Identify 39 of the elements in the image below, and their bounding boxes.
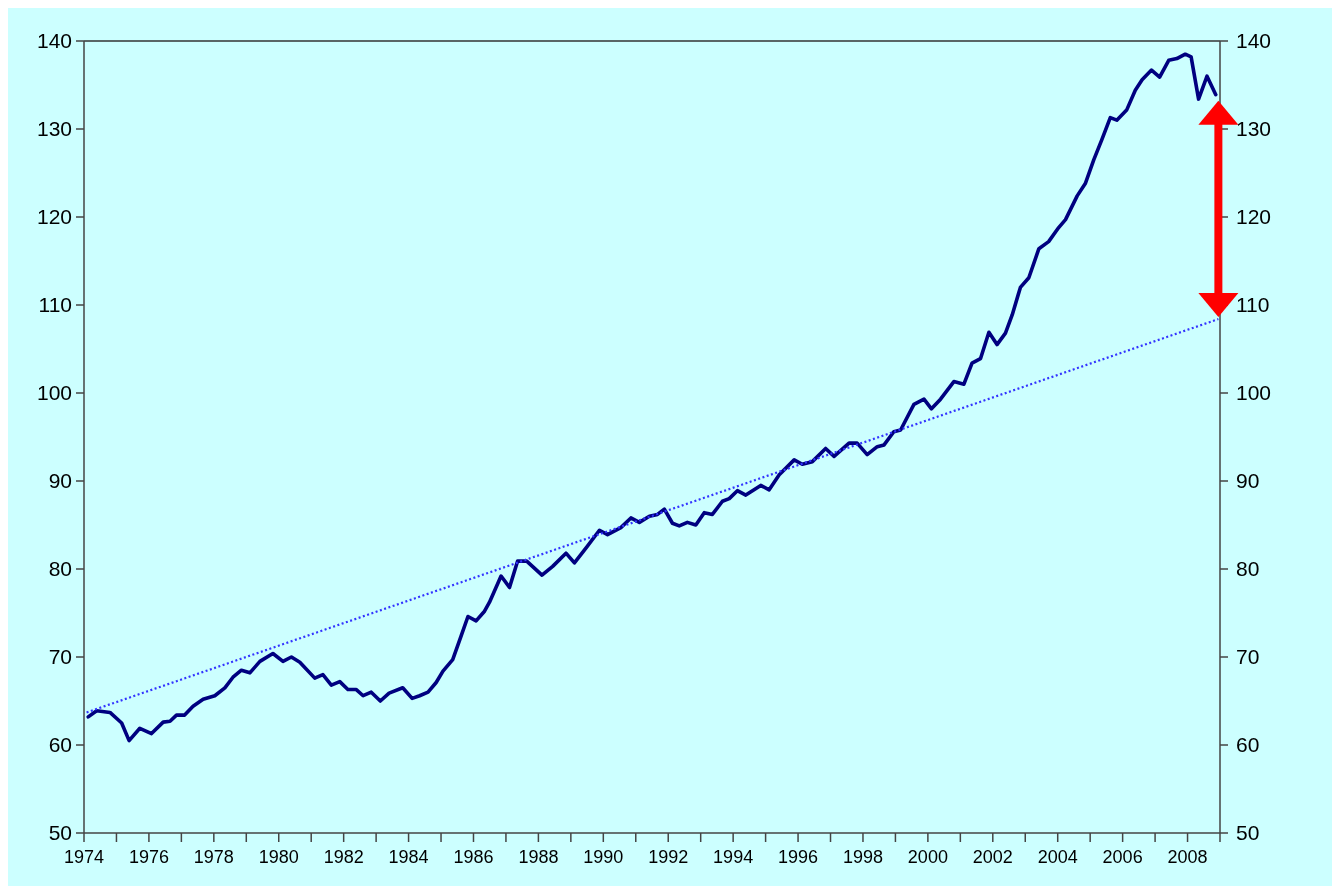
- y-tick-label: 60: [48, 733, 72, 757]
- x-tick-label: 1990: [583, 847, 624, 867]
- y-tick-label: 100: [36, 381, 72, 405]
- x-tick-label: 1994: [713, 847, 754, 867]
- y2-tick-label: 140: [1236, 29, 1272, 53]
- x-tick-label: 2000: [907, 847, 948, 867]
- x-tick-label: 2008: [1167, 847, 1208, 867]
- y-tick-label: 50: [48, 821, 72, 845]
- y2-tick-label: 50: [1236, 821, 1260, 845]
- y2-tick-label: 70: [1236, 645, 1260, 669]
- y-tick-label: 130: [36, 117, 72, 141]
- y-tick-label: 70: [48, 645, 72, 669]
- y-tick-label: 110: [38, 293, 72, 317]
- y2-tick-label: 60: [1236, 733, 1260, 757]
- x-tick-label: 1974: [63, 847, 105, 867]
- x-tick-label: 1980: [258, 847, 299, 867]
- x-tick-label: 1992: [648, 847, 689, 867]
- y2-tick-label: 110: [1236, 293, 1270, 317]
- y-tick-label: 80: [48, 557, 72, 581]
- y-tick-label: 120: [36, 205, 72, 229]
- x-tick-label: 1984: [388, 847, 429, 867]
- x-tick-label: 1978: [193, 847, 234, 867]
- x-tick-label: 1976: [128, 847, 169, 867]
- y2-tick-label: 120: [1236, 205, 1272, 229]
- x-tick-label: 2002: [972, 847, 1013, 867]
- line-series: [86, 52, 1218, 743]
- y-tick-label: 90: [48, 469, 72, 493]
- x-tick-label: 1982: [323, 847, 364, 867]
- x-tick-label: 1998: [842, 847, 883, 867]
- y2-tick-label: 90: [1236, 469, 1260, 493]
- y2-tick-label: 100: [1236, 381, 1272, 405]
- x-tick-label: 2006: [1102, 847, 1143, 867]
- x-tick-label: 1988: [518, 847, 559, 867]
- y2-tick-label: 80: [1236, 557, 1260, 581]
- x-tick-label: 1986: [453, 847, 494, 867]
- y-tick-label: 140: [36, 29, 72, 53]
- x-tick-label: 2004: [1037, 847, 1078, 867]
- x-tick-label: 1996: [778, 847, 819, 867]
- y2-tick-label: 130: [1236, 117, 1272, 141]
